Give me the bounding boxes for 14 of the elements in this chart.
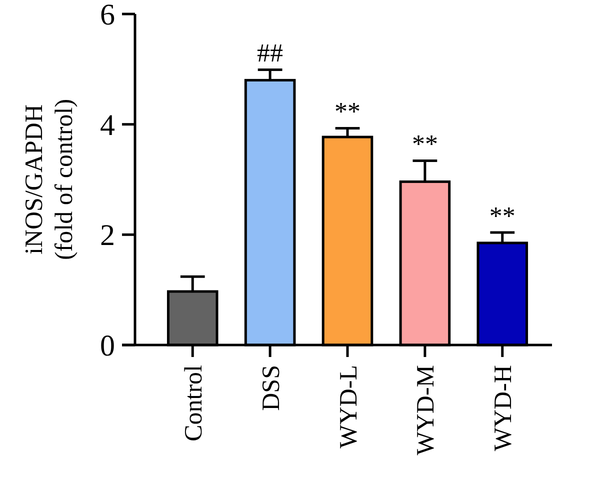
x-tick-label: WYD-M xyxy=(412,365,440,456)
y-tick-label: 2 xyxy=(100,219,115,252)
annotation: ** xyxy=(334,97,360,126)
y-tick-label: 4 xyxy=(100,108,115,142)
annotation: ## xyxy=(257,38,284,68)
annotation: ** xyxy=(412,130,438,159)
y-tick-label: 6 xyxy=(100,0,115,32)
x-tick-label: DSS xyxy=(258,365,285,411)
y-axis-title: iNOS/GAPDH (fold of control) xyxy=(21,98,78,260)
y-tick-label: 0 xyxy=(100,330,115,362)
x-tick-label: WYD-H xyxy=(490,365,518,452)
x-tick-label: Control xyxy=(180,364,208,442)
annotation: ** xyxy=(489,201,516,230)
x-tick-label: WYD-L xyxy=(335,365,362,448)
